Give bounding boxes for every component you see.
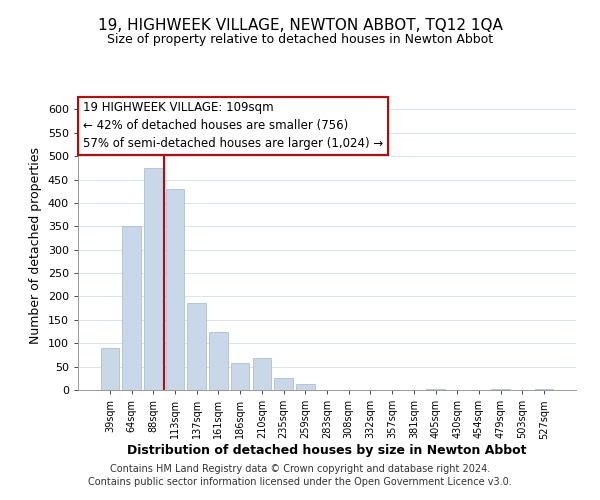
Bar xyxy=(491,388,510,390)
Bar xyxy=(231,364,250,390)
Bar xyxy=(274,378,293,390)
Bar xyxy=(296,384,314,390)
Bar xyxy=(122,226,141,390)
X-axis label: Distribution of detached houses by size in Newton Abbot: Distribution of detached houses by size … xyxy=(127,444,527,457)
Bar xyxy=(144,168,163,390)
Bar xyxy=(253,358,271,390)
Bar xyxy=(101,348,119,390)
Y-axis label: Number of detached properties: Number of detached properties xyxy=(29,146,42,344)
Bar xyxy=(166,189,184,390)
Bar xyxy=(535,388,553,390)
Text: Contains public sector information licensed under the Open Government Licence v3: Contains public sector information licen… xyxy=(88,477,512,487)
Text: Size of property relative to detached houses in Newton Abbot: Size of property relative to detached ho… xyxy=(107,32,493,46)
Bar xyxy=(187,304,206,390)
Bar xyxy=(427,388,445,390)
Text: 19, HIGHWEEK VILLAGE, NEWTON ABBOT, TQ12 1QA: 19, HIGHWEEK VILLAGE, NEWTON ABBOT, TQ12… xyxy=(98,18,502,32)
Text: 19 HIGHWEEK VILLAGE: 109sqm
← 42% of detached houses are smaller (756)
57% of se: 19 HIGHWEEK VILLAGE: 109sqm ← 42% of det… xyxy=(83,102,383,150)
Text: Contains HM Land Registry data © Crown copyright and database right 2024.: Contains HM Land Registry data © Crown c… xyxy=(110,464,490,474)
Bar xyxy=(209,332,227,390)
